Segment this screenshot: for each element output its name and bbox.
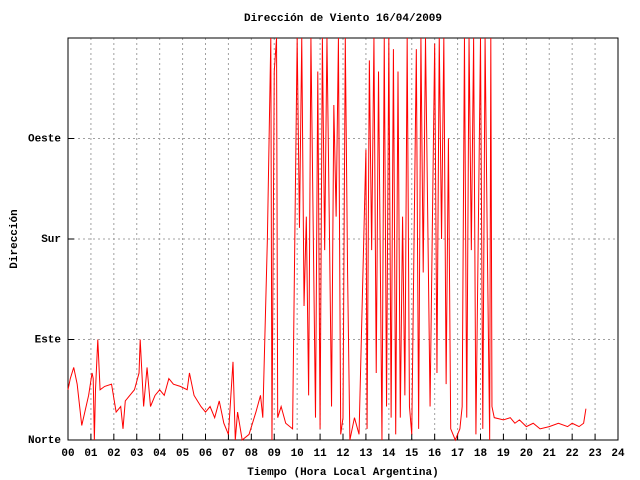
x-tick-label: 16 <box>428 448 441 460</box>
x-tick-label: 17 <box>451 448 464 460</box>
x-tick-label: 01 <box>84 448 98 460</box>
y-axis-title: Dirección <box>9 209 21 268</box>
y-tick-label: Oeste <box>28 133 61 145</box>
x-tick-label: 22 <box>566 448 579 460</box>
x-tick-label: 07 <box>222 448 235 460</box>
x-axis-title: Tiempo (Hora Local Argentina) <box>247 467 438 479</box>
chart-title: Dirección de Viento 16/04/2009 <box>244 13 442 25</box>
x-tick-label: 09 <box>268 448 281 460</box>
x-tick-label: 15 <box>405 448 419 460</box>
x-tick-label: 02 <box>107 448 120 460</box>
x-tick-label: 23 <box>588 448 602 460</box>
x-tick-label: 06 <box>199 448 212 460</box>
y-tick-label: Este <box>35 334 62 346</box>
x-tick-label: 13 <box>359 448 373 460</box>
x-tick-label: 20 <box>520 448 533 460</box>
x-tick-label: 10 <box>291 448 304 460</box>
x-tick-label: 04 <box>153 448 167 460</box>
x-tick-label: 03 <box>130 448 144 460</box>
plot-frame <box>67 37 619 441</box>
x-tick-label: 14 <box>382 448 396 460</box>
x-tick-label: 19 <box>497 448 510 460</box>
y-tick-label: Sur <box>41 234 61 246</box>
x-tick-label: 05 <box>176 448 190 460</box>
x-tick-label: 11 <box>313 448 327 460</box>
x-tick-label: 21 <box>543 448 557 460</box>
x-tick-label: 12 <box>336 448 349 460</box>
x-tick-label: 00 <box>61 448 74 460</box>
x-tick-label: 08 <box>245 448 259 460</box>
data-line <box>67 37 587 442</box>
x-tick-label: 18 <box>474 448 488 460</box>
y-tick-label: Norte <box>28 435 61 447</box>
x-tick-label: 24 <box>611 448 625 460</box>
